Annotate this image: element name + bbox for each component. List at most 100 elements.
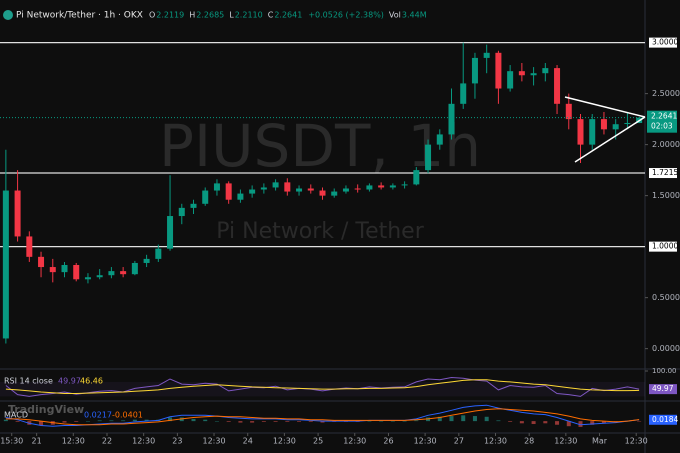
- level-label: 1.7215: [652, 168, 678, 177]
- candle-body: [131, 262, 138, 275]
- trend-line: [564, 96, 646, 118]
- x-tick-label: 24: [243, 437, 253, 446]
- x-tick-label: 22: [102, 437, 112, 446]
- macd-histogram: [414, 420, 419, 422]
- header-value: 2.2119: [156, 11, 184, 20]
- level-label: 1.0000: [652, 242, 678, 251]
- candle-body: [73, 265, 80, 280]
- rsi-last-box: [649, 384, 677, 395]
- macd-histogram: [168, 417, 173, 422]
- macd-signal-line: [5, 408, 640, 426]
- macd-histogram: [285, 421, 290, 422]
- candle-body: [2, 190, 9, 339]
- rsi-ma-value: 46.46: [80, 377, 103, 386]
- macd-histogram: [85, 421, 90, 422]
- candle-body: [14, 190, 21, 237]
- macd-histogram: [519, 421, 524, 424]
- header-key: H: [189, 11, 195, 20]
- candle-body: [589, 119, 596, 145]
- macd-histogram: [367, 421, 372, 422]
- macd-histogram: [555, 421, 560, 425]
- macd-line: [5, 404, 640, 427]
- x-tick-label: Mar: [592, 437, 608, 446]
- countdown: 02:03: [651, 122, 673, 131]
- candle-body: [296, 188, 303, 192]
- macd-histogram: [402, 421, 407, 422]
- y-tick-label: 0.0000: [652, 344, 680, 353]
- candle-body: [213, 183, 220, 191]
- trend-line: [574, 116, 646, 163]
- y-tick-label: 1.5000: [652, 191, 680, 200]
- header-key: L: [229, 11, 234, 20]
- candle-body: [331, 191, 338, 196]
- y-tick-label: 2.5000: [652, 89, 680, 98]
- last-price-box: [647, 110, 677, 133]
- macd-histogram: [3, 419, 8, 422]
- candle-body: [167, 216, 174, 249]
- candle-body: [155, 248, 162, 259]
- candle-body: [507, 71, 514, 89]
- macd-histogram: [39, 421, 44, 426]
- macd-histogram: [297, 421, 302, 422]
- y-tick-label: 2.0000: [652, 140, 680, 149]
- macd-histogram: [261, 421, 266, 422]
- x-tick-label: 15:30: [0, 437, 23, 446]
- macd-histogram: [320, 421, 325, 423]
- macd-histogram: [15, 421, 20, 422]
- candle-body: [38, 256, 45, 268]
- x-tick-label: 26: [383, 437, 393, 446]
- candle-body: [237, 193, 244, 200]
- header-key: Vol: [389, 11, 401, 20]
- candle-body: [202, 190, 209, 204]
- candle-body: [61, 265, 68, 273]
- macd-histogram: [461, 415, 466, 422]
- macd-histogram: [226, 421, 231, 422]
- candle-body: [260, 187, 267, 190]
- candle-body: [354, 188, 361, 190]
- candle-body: [425, 144, 432, 171]
- macd-last-box: [649, 414, 677, 425]
- macd-hist-value: -0.0401: [112, 411, 143, 420]
- macd-histogram: [121, 420, 126, 422]
- macd-histogram: [250, 421, 255, 423]
- macd-histogram: [637, 421, 642, 422]
- candle-body: [108, 271, 115, 276]
- x-tick-label: 27: [454, 437, 464, 446]
- macd-histogram: [62, 421, 67, 423]
- rsi-last-label: 49.97: [652, 384, 674, 393]
- candle-body: [460, 83, 467, 104]
- macd-histogram: [472, 416, 477, 422]
- macd-histogram: [566, 421, 571, 427]
- level-label-box: [649, 168, 677, 179]
- candle-body: [436, 134, 443, 145]
- header-key: C: [268, 11, 274, 20]
- macd-histogram: [214, 421, 219, 422]
- x-tick-label: 12:30: [625, 437, 648, 446]
- macd-histogram: [531, 421, 536, 425]
- candle-body: [120, 271, 127, 275]
- macd-histogram: [74, 421, 79, 422]
- candle-body: [530, 73, 537, 76]
- x-tick-label: 25: [313, 437, 323, 446]
- candle-body: [495, 52, 502, 89]
- macd-histogram: [308, 421, 313, 422]
- header-value: 3.44M: [402, 11, 427, 20]
- candle-body: [272, 182, 279, 188]
- macd-histogram: [601, 421, 606, 424]
- macd-histogram: [144, 419, 149, 422]
- x-tick-label: 28: [524, 437, 534, 446]
- macd-histogram: [109, 420, 114, 422]
- level-label-box: [649, 37, 677, 48]
- candle-body: [483, 52, 490, 58]
- macd-histogram: [273, 421, 278, 422]
- candle-body: [366, 185, 373, 190]
- candle-body: [600, 119, 607, 130]
- candle-body: [401, 184, 408, 186]
- header-value: 2.2110: [235, 11, 263, 20]
- candle-body: [284, 182, 291, 192]
- rsi-tick-label: 100.00: [652, 367, 677, 375]
- macd-histogram: [496, 420, 501, 422]
- candle-body: [554, 68, 561, 104]
- candle-body: [96, 275, 103, 278]
